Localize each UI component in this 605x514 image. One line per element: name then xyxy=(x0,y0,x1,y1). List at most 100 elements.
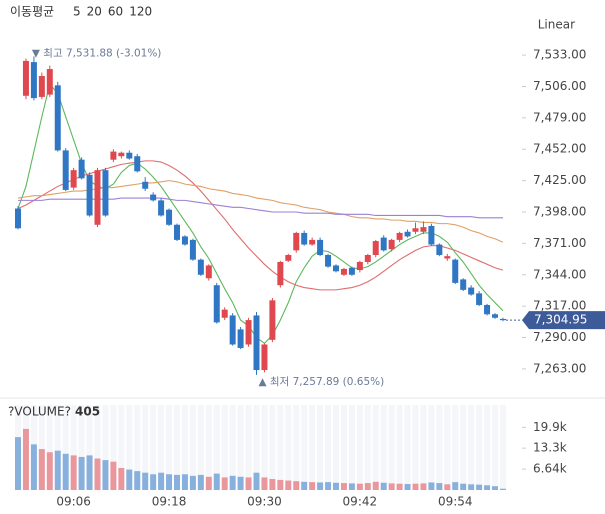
candle-body xyxy=(460,279,467,290)
volume-stripe xyxy=(492,405,498,490)
candle-body xyxy=(46,69,53,95)
volume-bar xyxy=(22,428,29,490)
legend-entry: 120 xyxy=(129,5,152,19)
volume-stripe xyxy=(70,405,77,490)
candle-body xyxy=(444,256,451,259)
candle-body xyxy=(253,315,260,371)
candle-body xyxy=(30,62,37,99)
volume-stripe xyxy=(476,405,483,490)
y-tick-label: 7,317.00 xyxy=(533,299,586,313)
volume-stripe xyxy=(86,405,93,490)
volume-stripe xyxy=(78,405,85,490)
volume-bar xyxy=(102,460,109,490)
volume-bar xyxy=(436,483,443,490)
candle-body xyxy=(245,320,252,345)
volume-bar xyxy=(30,444,37,490)
volume-stripe xyxy=(181,405,188,490)
volume-bar xyxy=(118,467,125,490)
y-tick-label: 7,452.00 xyxy=(533,142,586,156)
candle-body xyxy=(428,225,435,245)
candle-body xyxy=(356,261,363,271)
x-tick-label: 09:06 xyxy=(56,495,91,509)
scale-button[interactable]: Linear xyxy=(538,18,575,32)
candle-body xyxy=(166,209,173,225)
candle-body xyxy=(150,194,157,201)
volume-stripe xyxy=(110,405,117,490)
volume-stripe xyxy=(380,405,387,490)
volume-bar xyxy=(261,477,268,490)
candle-body xyxy=(261,344,268,371)
candle-body xyxy=(158,200,165,216)
volume-stripe xyxy=(174,405,180,490)
candle-body xyxy=(388,239,395,250)
legend-title: 이동평균 xyxy=(10,5,54,19)
volume-stripe xyxy=(452,405,459,490)
last-price-label: 7,304.95 xyxy=(534,313,587,327)
volume-stripe xyxy=(38,405,45,490)
y-tick-label: 7,344.00 xyxy=(533,267,586,281)
volume-bar xyxy=(94,458,101,490)
volume-bar xyxy=(86,455,93,490)
volume-bar xyxy=(174,474,180,490)
volume-bar xyxy=(468,484,475,490)
candle-body xyxy=(70,170,77,188)
volume-stripe xyxy=(285,405,292,490)
candle-body xyxy=(309,239,316,245)
candle-body xyxy=(468,287,475,295)
volume-stripe xyxy=(221,405,228,490)
volume-stripe xyxy=(134,405,141,490)
high-annotation: ▼ 최고 7,531.88 (-3.01%) xyxy=(32,47,162,59)
volume-stripe xyxy=(348,405,355,490)
volume-tick-label: 13.3k xyxy=(533,441,567,455)
volume-stripe xyxy=(317,405,324,490)
y-tick-label: 7,398.00 xyxy=(533,205,586,219)
candle-body xyxy=(229,315,236,345)
volume-bar xyxy=(213,473,220,490)
volume-bar xyxy=(476,484,483,490)
y-tick-label: 7,479.00 xyxy=(533,110,586,124)
candle-body xyxy=(396,232,403,240)
y-tick-label: 7,533.00 xyxy=(533,48,586,62)
legend-entry: 20 xyxy=(87,5,102,19)
candle-body xyxy=(293,232,300,251)
candle-body xyxy=(142,181,149,189)
volume-stripe xyxy=(325,405,332,490)
volume-stripe xyxy=(420,405,427,490)
candle-body xyxy=(340,268,347,275)
candle-body xyxy=(86,174,93,216)
candle-body xyxy=(380,237,387,251)
volume-stripe xyxy=(499,405,506,490)
volume-bar xyxy=(181,474,188,490)
volume-tick-label: 6.64k xyxy=(533,462,567,476)
volume-bar xyxy=(428,482,435,490)
candle-body xyxy=(372,241,379,255)
volume-title: ?VOLUME? xyxy=(8,405,71,419)
volume-bar xyxy=(253,472,260,490)
candle-body xyxy=(476,293,483,305)
volume-bar xyxy=(78,456,85,490)
volume-bar xyxy=(221,477,228,490)
volume-bar xyxy=(484,485,491,490)
candle-body xyxy=(189,239,196,260)
candle-body xyxy=(94,170,101,225)
y-tick-label: 7,371.00 xyxy=(533,236,586,250)
volume-last: 405 xyxy=(75,405,100,419)
volume-stripe xyxy=(197,405,204,490)
candle-body xyxy=(221,309,228,318)
x-tick-label: 09:42 xyxy=(343,495,378,509)
candle-body xyxy=(301,232,308,245)
volume-bar xyxy=(245,477,252,490)
volume-stripe xyxy=(54,405,61,490)
volume-stripe xyxy=(340,405,347,490)
candle-body xyxy=(15,208,21,229)
candle-body xyxy=(62,150,69,190)
volume-stripe xyxy=(46,405,53,490)
candle-body xyxy=(364,255,371,262)
volume-bar xyxy=(285,480,292,490)
volume-stripe xyxy=(404,405,411,490)
y-tick-label: 7,263.00 xyxy=(533,361,586,375)
volume-stripe xyxy=(301,405,308,490)
volume-bar xyxy=(396,483,403,490)
volume-stripe xyxy=(468,405,475,490)
